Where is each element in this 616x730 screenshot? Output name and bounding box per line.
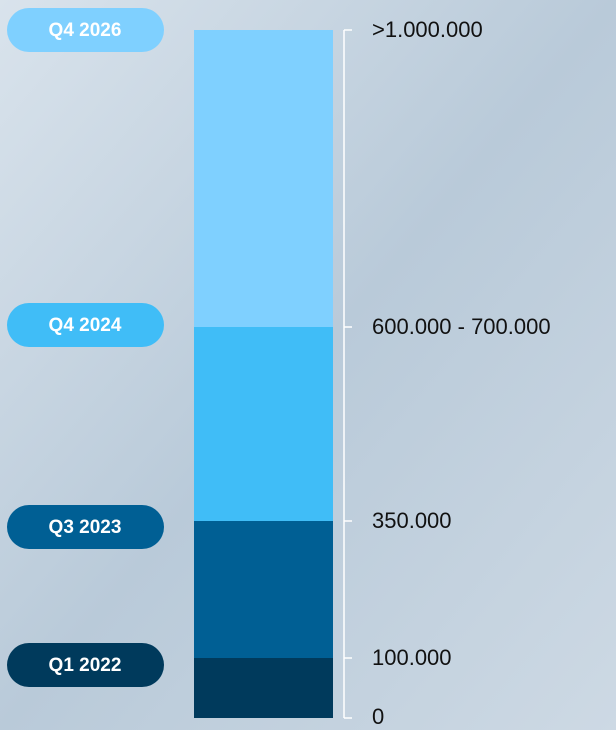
quarter-label: Q4 2026 (49, 20, 122, 41)
bar-segment (194, 658, 333, 718)
capacity-label: 100.000 (372, 645, 452, 670)
capacity-label: 600.000 - 700.000 (372, 314, 551, 339)
quarter-pill (7, 505, 164, 549)
capacity-label: >1.000.000 (372, 17, 483, 42)
quarter-pill (7, 8, 164, 52)
bar-segment (194, 30, 333, 327)
quarter-label: Q3 2023 (49, 517, 122, 538)
quarter-label: Q1 2022 (49, 655, 122, 676)
bar-segment (194, 521, 333, 658)
quarter-pill (7, 303, 164, 347)
quarter-label: Q4 2024 (49, 315, 122, 336)
bar-segment (194, 327, 333, 521)
capacity-label: 350.000 (372, 508, 452, 533)
quarter-pill (7, 643, 164, 687)
axis-base-label: 0 (372, 704, 384, 729)
